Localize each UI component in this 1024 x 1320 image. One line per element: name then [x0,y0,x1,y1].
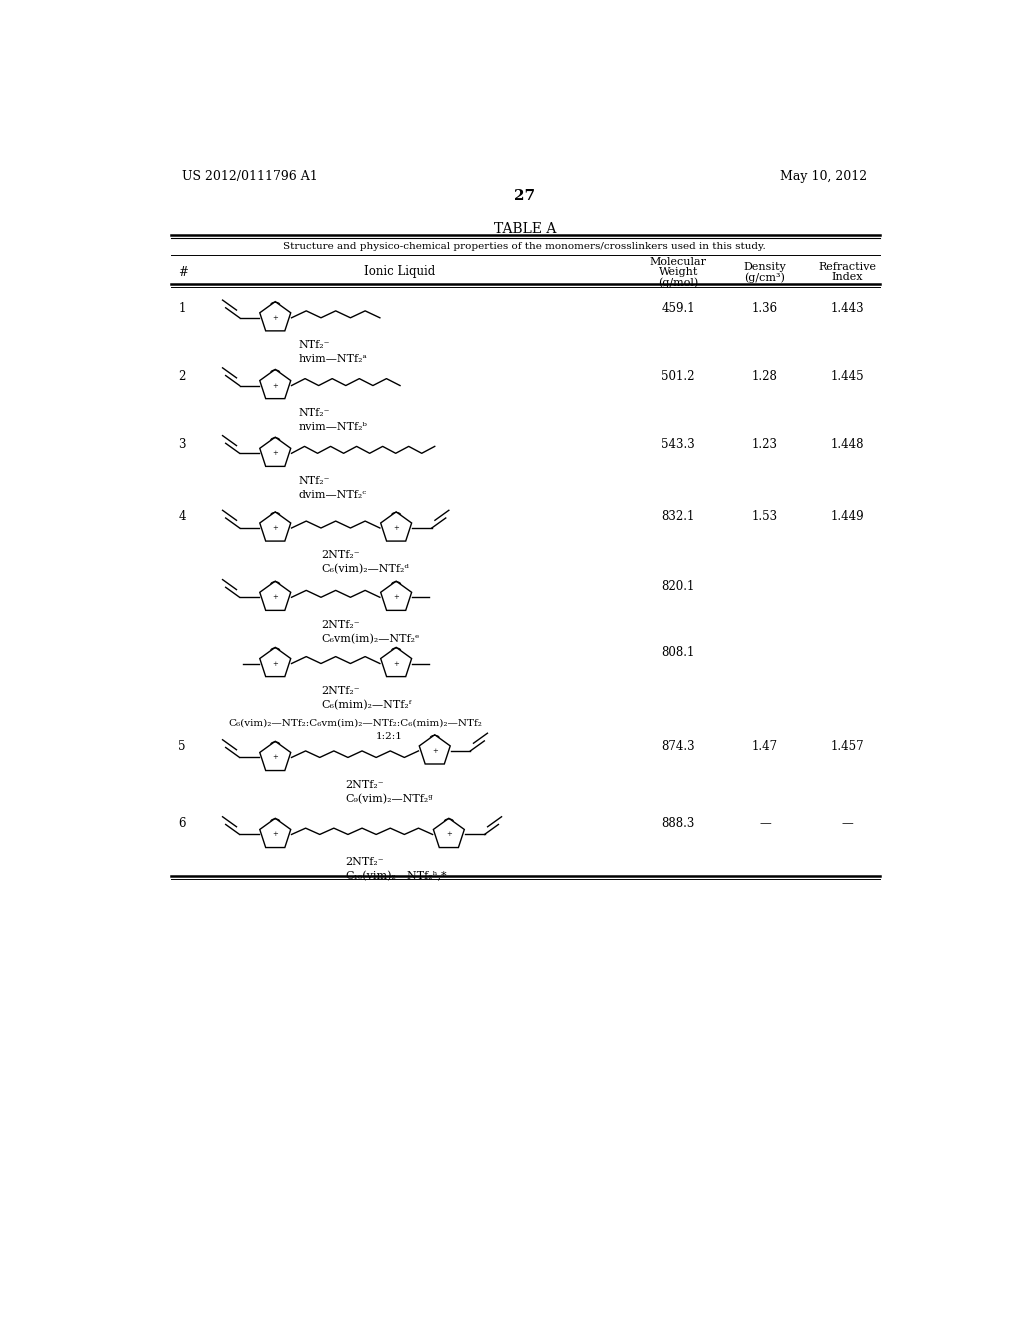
Text: 808.1: 808.1 [662,645,695,659]
Text: 1.457: 1.457 [830,739,864,752]
Text: C₆vm(im)₂—NTf₂ᵉ: C₆vm(im)₂—NTf₂ᵉ [322,634,420,644]
Text: +: + [272,314,279,322]
Text: 459.1: 459.1 [662,302,695,315]
Text: 2NTf₂⁻: 2NTf₂⁻ [322,686,360,696]
Text: —: — [842,817,853,830]
Text: 1.445: 1.445 [830,370,864,383]
Text: 2NTf₂⁻: 2NTf₂⁻ [322,550,360,560]
Text: +: + [272,524,279,532]
Text: 1.449: 1.449 [830,511,864,523]
Text: +: + [446,830,452,838]
Text: Ionic Liquid: Ionic Liquid [364,264,435,277]
Text: #: # [178,267,188,280]
Text: 5: 5 [178,739,186,752]
Text: NTf₂⁻: NTf₂⁻ [299,408,330,418]
Text: Density: Density [743,263,786,272]
Text: +: + [393,524,399,532]
Text: +: + [272,449,279,457]
Text: Molecular: Molecular [650,257,707,267]
Text: 1.53: 1.53 [752,511,778,523]
Text: C₉(vim)₂—NTf₂ᵍ: C₉(vim)₂—NTf₂ᵍ [345,793,433,804]
Text: NTf₂⁻: NTf₂⁻ [299,475,330,486]
Text: +: + [272,593,279,602]
Text: Weight: Weight [658,267,698,277]
Text: Index: Index [831,272,863,282]
Text: Refractive: Refractive [818,263,877,272]
Text: 543.3: 543.3 [662,438,695,451]
Text: TABLE A: TABLE A [494,222,556,235]
Text: 888.3: 888.3 [662,817,695,830]
Text: 2NTf₂⁻: 2NTf₂⁻ [345,857,384,867]
Text: dvim—NTf₂ᶜ: dvim—NTf₂ᶜ [299,490,367,499]
Text: —: — [759,817,771,830]
Text: 1.448: 1.448 [830,438,864,451]
Text: 1:2:1: 1:2:1 [376,733,402,741]
Text: +: + [272,830,279,838]
Text: (g/cm³): (g/cm³) [744,272,785,282]
Text: 6: 6 [178,817,186,830]
Text: 3: 3 [178,438,186,451]
Text: +: + [393,660,399,668]
Text: US 2012/0111796 A1: US 2012/0111796 A1 [182,170,318,183]
Text: 874.3: 874.3 [662,739,695,752]
Text: 27: 27 [514,189,536,203]
Text: Structure and physico-chemical properties of the monomers/crosslinkers used in t: Structure and physico-chemical propertie… [284,242,766,251]
Text: 1: 1 [178,302,185,315]
Text: 820.1: 820.1 [662,579,695,593]
Text: 4: 4 [178,511,186,523]
Text: C₆(vim)₂—NTf₂:C₆vm(im)₂—NTf₂:C₆(mim)₂—NTf₂: C₆(vim)₂—NTf₂:C₆vm(im)₂—NTf₂:C₆(mim)₂—NT… [228,719,482,727]
Text: +: + [393,593,399,602]
Text: May 10, 2012: May 10, 2012 [780,170,867,183]
Text: hvim—NTf₂ᵃ: hvim—NTf₂ᵃ [299,354,368,364]
Text: 832.1: 832.1 [662,511,695,523]
Text: 1.28: 1.28 [752,370,778,383]
Text: C₁₀(vim)₂—NTf₂ʰ,*: C₁₀(vim)₂—NTf₂ʰ,* [345,871,446,880]
Text: C₆(vim)₂—NTf₂ᵈ: C₆(vim)₂—NTf₂ᵈ [322,564,410,574]
Text: 1.47: 1.47 [752,739,778,752]
Text: nvim—NTf₂ᵇ: nvim—NTf₂ᵇ [299,422,368,432]
Text: 1.443: 1.443 [830,302,864,315]
Text: +: + [272,754,279,762]
Text: 2NTf₂⁻: 2NTf₂⁻ [345,780,384,789]
Text: 1.36: 1.36 [752,302,778,315]
Text: NTf₂⁻: NTf₂⁻ [299,341,330,350]
Text: +: + [432,747,437,755]
Text: 2NTf₂⁻: 2NTf₂⁻ [322,619,360,630]
Text: (g/mol): (g/mol) [658,277,698,288]
Text: 2: 2 [178,370,185,383]
Text: 501.2: 501.2 [662,370,695,383]
Text: +: + [272,381,279,389]
Text: C₆(mim)₂—NTf₂ᶠ: C₆(mim)₂—NTf₂ᶠ [322,700,412,710]
Text: 1.23: 1.23 [752,438,778,451]
Text: +: + [272,660,279,668]
